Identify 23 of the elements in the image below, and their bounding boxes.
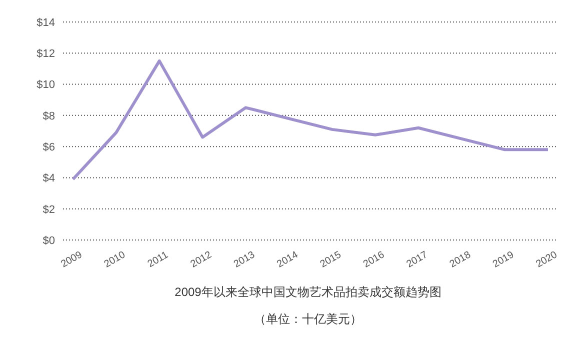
y-tick-label: $2 xyxy=(42,204,55,216)
y-tick-label: $4 xyxy=(42,172,55,185)
x-tick-label: 2013 xyxy=(232,249,258,270)
text: 2009年以来全球中国文物艺术品拍卖成交额趋势图 xyxy=(174,284,442,301)
x-tick-label: 2012 xyxy=(188,249,214,270)
x-tick-label: 2015 xyxy=(318,249,344,270)
x-tick-label: 2019 xyxy=(491,249,516,270)
line-series xyxy=(72,59,550,181)
y-tick-label: $10 xyxy=(36,79,55,92)
x-tick-label: 2009 xyxy=(59,249,85,270)
y-tick-label: $6 xyxy=(42,141,55,154)
y-tick-label: $8 xyxy=(42,110,55,122)
y-tick-label: $0 xyxy=(42,234,55,247)
text: （单位：十亿美元） xyxy=(253,311,363,328)
x-tick-label: 2010 xyxy=(102,249,128,270)
x-tick-label: 2011 xyxy=(146,249,171,270)
y-tick-label: $12 xyxy=(36,48,55,60)
x-tick-label: 2018 xyxy=(448,249,474,270)
x-tick-label: 2020 xyxy=(534,249,560,270)
x-tick-label: 2017 xyxy=(404,249,430,270)
x-tick-label: 2016 xyxy=(362,249,387,270)
x-tick-label: 2014 xyxy=(275,249,300,270)
y-tick-label: $14 xyxy=(36,16,55,29)
